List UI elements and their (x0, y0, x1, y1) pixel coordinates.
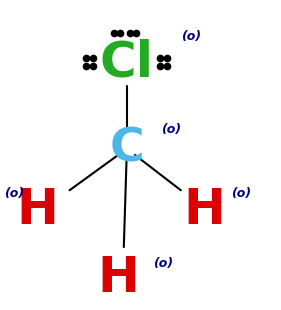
Text: C: C (109, 126, 144, 171)
Text: (o): (o) (161, 123, 182, 136)
Text: H: H (97, 254, 139, 302)
Text: (o): (o) (153, 257, 173, 270)
Text: H: H (183, 186, 225, 234)
Text: (o): (o) (231, 187, 251, 200)
Text: (o): (o) (4, 187, 24, 200)
Text: (o): (o) (181, 30, 201, 43)
Text: H: H (17, 186, 58, 234)
Text: Cl: Cl (99, 39, 154, 87)
